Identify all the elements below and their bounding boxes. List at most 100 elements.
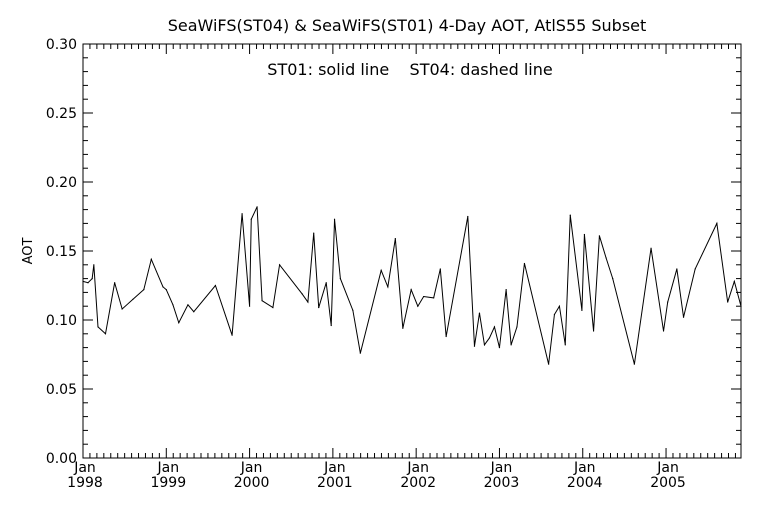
data-point [150,258,152,260]
data-point [330,324,332,327]
data-point [505,289,507,291]
data-point [558,305,561,307]
y-tick-label: 0.15 [46,244,77,260]
data-point [261,300,263,302]
plot-frame [82,43,742,459]
x-tick-month-label: Jan [406,460,429,476]
data-point [187,304,189,306]
x-tick-month-label: Jan [323,460,346,476]
y-tick-label: 0.30 [46,37,77,53]
data-point [605,257,607,259]
y-tick-label: 0.10 [46,313,77,329]
data-point [162,286,164,288]
data-point [278,264,281,266]
data-point [433,297,435,299]
data-point [143,289,145,291]
line-style-annotation: ST01: solid line ST04: dashed line [267,60,552,79]
data-point [339,278,341,280]
data-point [478,312,481,314]
series-line-solid [82,206,742,365]
data-point [121,308,123,310]
data-point [214,284,217,287]
x-tick-year-label: 2003 [484,475,520,491]
data-point [87,282,89,284]
data-point [333,218,336,220]
x-tick-month-label: Jan [240,460,263,476]
x-tick-year-label: 1999 [150,475,186,491]
x-tick-month-label: Jan [156,460,179,476]
y-tick-label: 0.20 [46,175,77,191]
data-point [178,322,180,324]
data-point [553,313,556,316]
x-tick-month-label: Jan [573,460,596,476]
data-point [132,298,134,300]
data-point [510,344,512,346]
data-point [581,309,583,311]
data-point [272,306,274,309]
data-point [676,268,678,270]
data-point [231,334,233,336]
x-tick-month-label: Jan [656,460,679,476]
data-point [727,301,729,303]
data-point [307,301,309,303]
data-point [740,305,742,307]
data-point [301,293,303,295]
data-point [523,262,526,265]
data-point [82,280,84,282]
data-point [598,235,601,237]
y-tick-label: 0.25 [46,106,77,122]
data-point [93,264,95,266]
x-tick-year-label: 2004 [567,475,603,491]
y-axis-ticks: 0.00 0.05 0.10 0.15 0.20 0.25 0.30 [46,37,741,467]
data-point [352,309,354,311]
x-tick-month-label: Jan [73,460,96,476]
y-tick-label: 0.05 [46,382,77,398]
data-point [650,247,652,249]
data-point [488,337,491,339]
x-tick-year-label: 2002 [400,475,436,491]
x-tick-month-label: Jan [490,460,513,476]
data-point [104,333,107,335]
data-point [97,326,99,328]
chart-title: SeaWiFS(ST04) & SeaWiFS(ST01) 4-Day AOT,… [168,16,647,35]
data-point [493,326,496,328]
x-tick-year-label: 2005 [650,475,686,491]
data-point [313,232,315,234]
data-point [564,344,566,346]
data-point [114,282,116,284]
series-layer [82,206,742,365]
data-point [359,352,361,354]
x-tick-year-label: 2000 [234,475,270,491]
x-axis-ticks: Jan1998Jan1999Jan2000Jan2001Jan2002Jan20… [67,44,736,491]
data-point [256,206,258,208]
data-point [423,295,425,298]
y-axis-label: AOT [21,238,36,265]
data-point [548,363,550,365]
data-point [325,282,327,284]
data-point [439,268,441,270]
data-point [483,344,486,346]
data-point [394,237,396,240]
data-point [318,306,320,309]
x-tick-year-label: 1998 [67,475,103,491]
data-point [592,330,595,332]
data-point [165,289,167,291]
data-point [172,304,174,306]
data-point [380,269,382,271]
data-point [633,363,635,365]
data-point [91,278,93,280]
data-point [516,326,518,328]
data-point [612,278,614,280]
data-point [248,305,251,307]
data-point [473,345,476,347]
data-point [682,316,685,318]
data-point [667,301,669,303]
data-point [402,327,404,329]
data-point [467,215,469,218]
data-point [498,347,501,349]
data-point [387,286,389,288]
data-point [583,233,586,236]
data-point [662,330,665,332]
data-point [250,218,252,220]
